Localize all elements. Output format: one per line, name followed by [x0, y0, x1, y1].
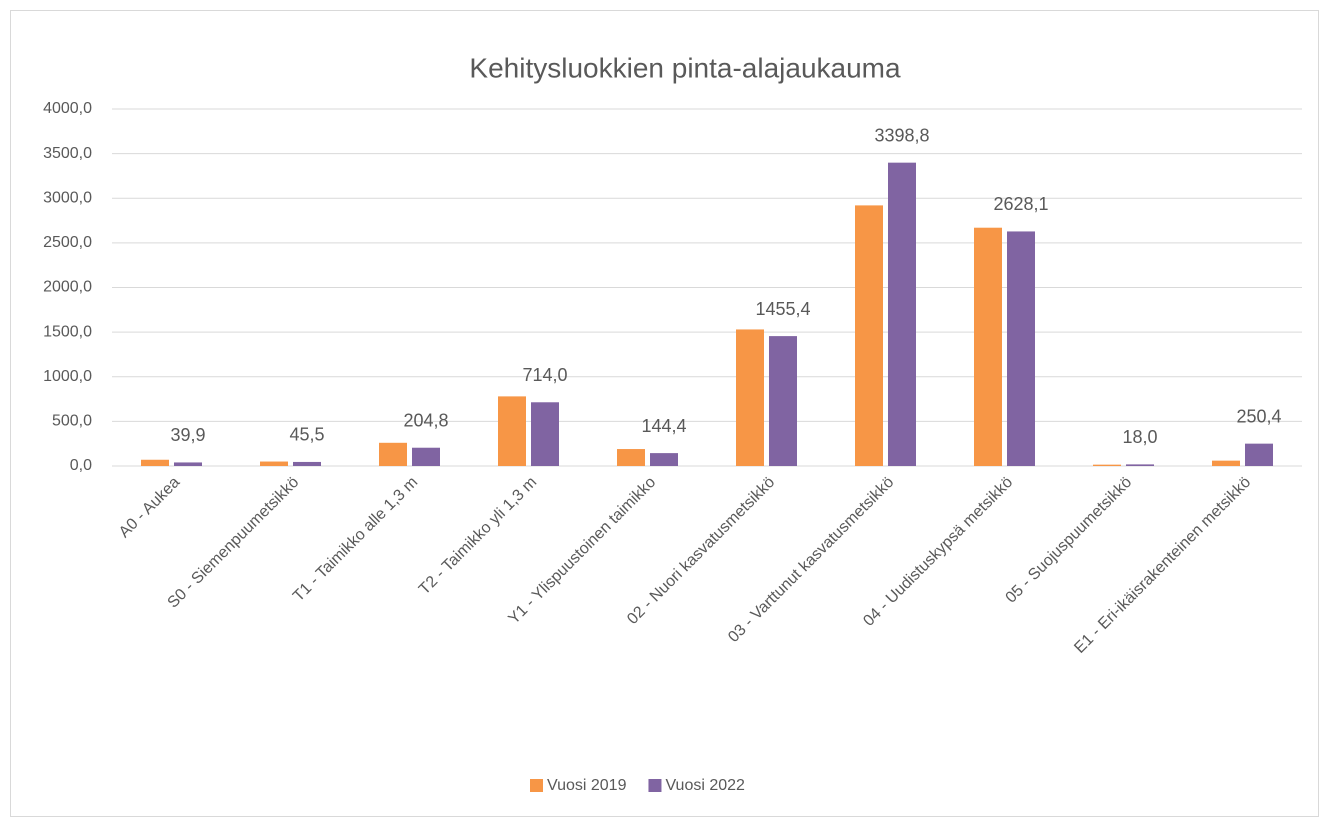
bar — [769, 336, 797, 466]
data-label: 714,0 — [522, 365, 567, 385]
data-label: 2628,1 — [993, 194, 1048, 214]
bar — [379, 442, 407, 466]
legend-label: Vuosi 2019 — [547, 777, 627, 794]
y-tick-label: 1000,0 — [43, 368, 92, 385]
bar — [617, 449, 645, 466]
bar — [260, 461, 288, 466]
data-label: 250,4 — [1236, 406, 1281, 426]
bar — [293, 461, 321, 466]
bar — [141, 459, 169, 466]
chart-title: Kehitysluokkien pinta-alajaukauma — [469, 52, 901, 83]
y-tick-label: 3500,0 — [43, 145, 92, 162]
data-label: 39,9 — [170, 425, 205, 445]
legend-swatch — [648, 779, 662, 792]
bar — [1007, 231, 1035, 466]
bar — [412, 447, 440, 466]
bar — [1093, 464, 1121, 466]
y-tick-label: 3000,0 — [43, 189, 92, 206]
bar — [736, 329, 764, 466]
bar — [174, 462, 202, 466]
bar — [855, 205, 883, 466]
bar — [974, 227, 1002, 466]
data-label: 1455,4 — [755, 299, 810, 319]
y-tick-label: 0,0 — [70, 457, 92, 474]
y-tick-label: 500,0 — [52, 413, 92, 430]
legend-label: Vuosi 2022 — [665, 777, 745, 794]
data-label: 144,4 — [641, 416, 686, 436]
bar — [1245, 443, 1273, 466]
bar — [498, 396, 526, 466]
bar — [888, 162, 916, 466]
data-label: 204,8 — [403, 410, 448, 430]
data-label: 45,5 — [289, 425, 324, 445]
bar — [531, 402, 559, 466]
legend-swatch — [530, 779, 543, 792]
y-tick-label: 1500,0 — [43, 323, 92, 340]
y-tick-label: 2500,0 — [43, 234, 92, 251]
y-tick-label: 2000,0 — [43, 279, 92, 296]
y-tick-label: 4000,0 — [43, 100, 92, 117]
data-label: 3398,8 — [874, 125, 929, 145]
bar — [650, 453, 678, 466]
data-label: 18,0 — [1122, 427, 1157, 447]
chart-border — [10, 10, 1319, 817]
bar — [1126, 464, 1154, 466]
bar — [1212, 460, 1240, 466]
